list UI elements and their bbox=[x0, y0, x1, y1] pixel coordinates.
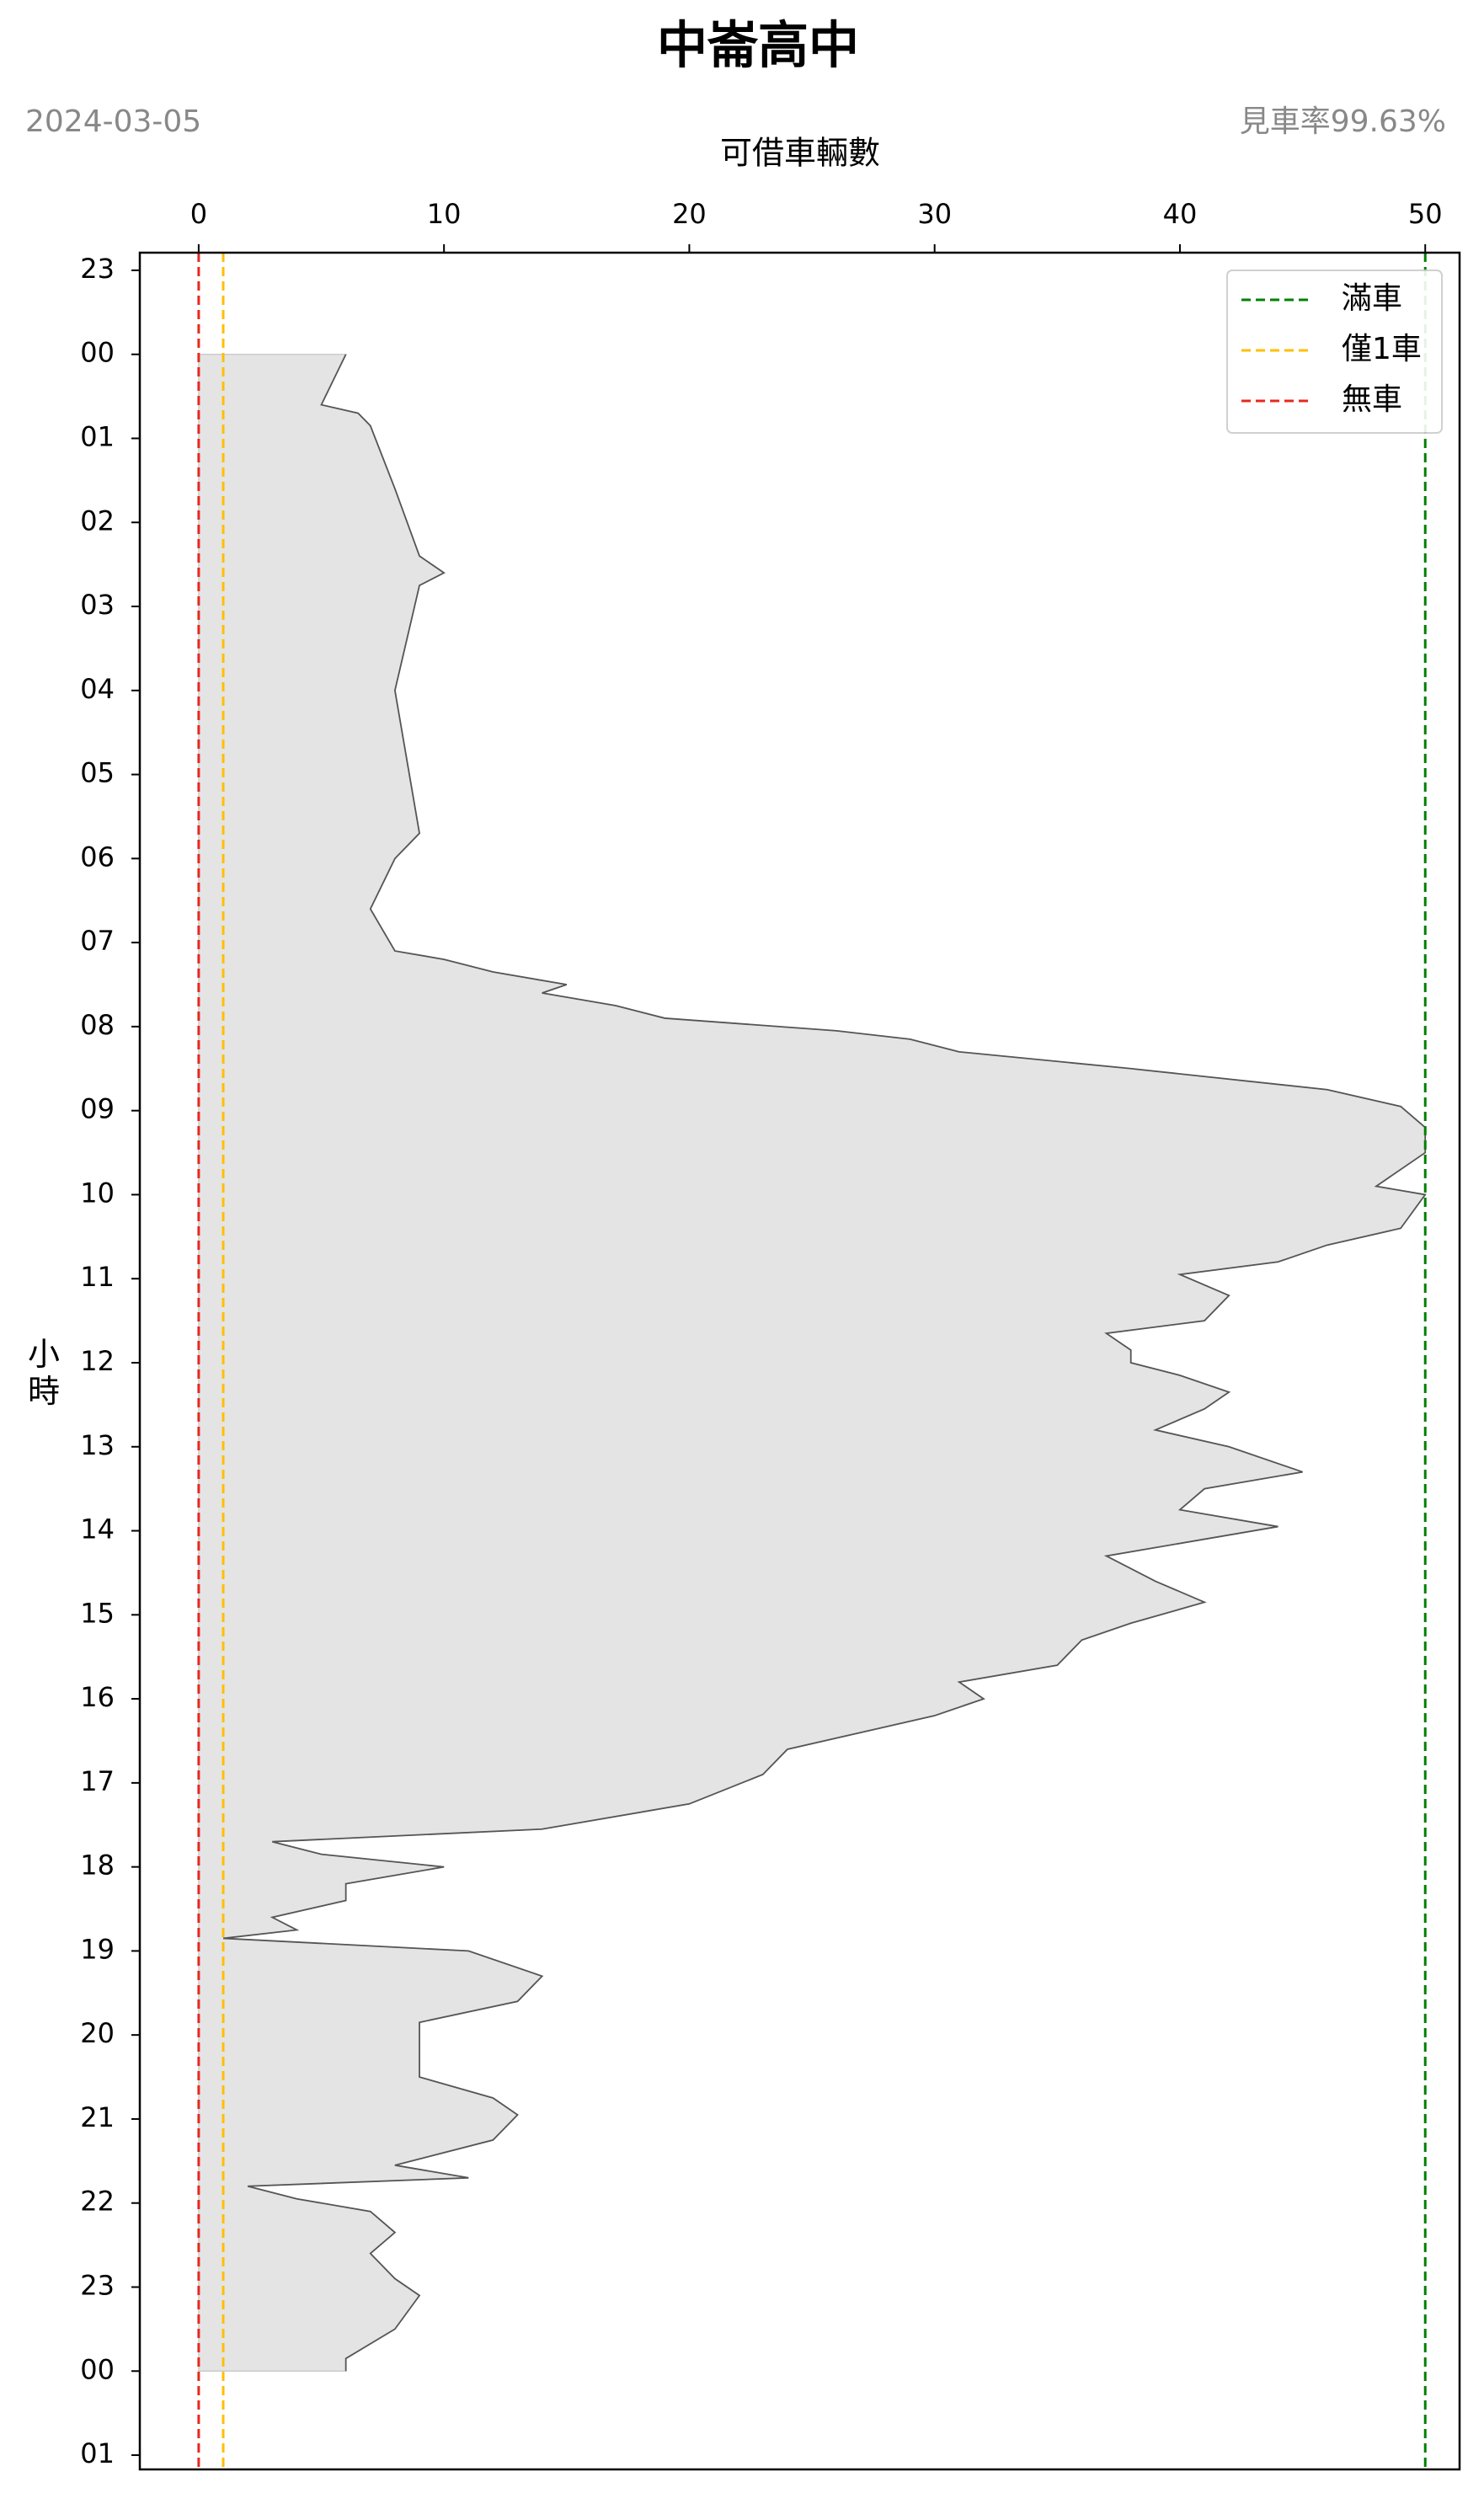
y-tick-label: 23 bbox=[80, 2269, 115, 2301]
x-tick-label: 30 bbox=[917, 198, 952, 230]
y-tick-label: 11 bbox=[80, 1261, 115, 1293]
y-tick-label: 08 bbox=[80, 1009, 115, 1041]
legend-box bbox=[1226, 270, 1443, 434]
legend-label: 僅1車 bbox=[1342, 332, 1422, 366]
y-tick-label: 15 bbox=[80, 1597, 115, 1629]
y-tick-label: 07 bbox=[80, 925, 115, 957]
y-tick-label: 14 bbox=[80, 1513, 115, 1545]
y-tick-label: 16 bbox=[80, 1681, 115, 1713]
y-tick-label: 00 bbox=[80, 2353, 115, 2385]
area-fill bbox=[198, 353, 1427, 2373]
y-tick-label: 10 bbox=[80, 1177, 115, 1209]
x-tick-label: 40 bbox=[1163, 198, 1198, 230]
chart-title: 中崙高中 bbox=[657, 17, 859, 76]
x-tick-label: 10 bbox=[427, 198, 462, 230]
y-tick-label: 18 bbox=[80, 1850, 115, 1882]
y-axis-label-char: 時 bbox=[28, 1373, 60, 1410]
y-tick-label: 06 bbox=[80, 841, 115, 873]
y-tick-label: 02 bbox=[80, 504, 115, 537]
x-tick-label: 0 bbox=[190, 198, 207, 230]
x-tick-label: 50 bbox=[1408, 198, 1443, 230]
x-tick-label: 20 bbox=[672, 198, 707, 230]
y-tick-label: 04 bbox=[80, 673, 115, 705]
plot-frame bbox=[138, 251, 1461, 2471]
y-tick-label: 23 bbox=[80, 253, 115, 285]
y-tick-label: 01 bbox=[80, 420, 115, 452]
y-tick-label: 20 bbox=[80, 2017, 115, 2049]
y-tick-label: 22 bbox=[80, 2186, 115, 2218]
x-axis-label: 可借車輛數 bbox=[720, 135, 880, 172]
y-tick-label: 05 bbox=[80, 757, 115, 789]
y-tick-label: 17 bbox=[80, 1765, 115, 1797]
legend-label: 滿車 bbox=[1342, 281, 1402, 316]
y-tick-label: 00 bbox=[80, 337, 115, 369]
y-tick-label: 21 bbox=[80, 2101, 115, 2133]
area-line bbox=[222, 354, 1427, 2372]
y-tick-label: 19 bbox=[80, 1933, 115, 1965]
y-axis-label-char: 小 bbox=[28, 1336, 60, 1373]
rate-label: 見車率99.63% bbox=[1240, 104, 1446, 139]
y-tick-label: 03 bbox=[80, 589, 115, 621]
date-label: 2024-03-05 bbox=[25, 104, 201, 139]
y-tick-label: 12 bbox=[80, 1345, 115, 1377]
legend-label: 無車 bbox=[1342, 382, 1402, 417]
y-tick-label: 09 bbox=[80, 1093, 115, 1125]
y-tick-label: 01 bbox=[80, 2437, 115, 2469]
y-axis-label: 小時 bbox=[28, 1336, 60, 1410]
y-tick-label: 13 bbox=[80, 1429, 115, 1461]
